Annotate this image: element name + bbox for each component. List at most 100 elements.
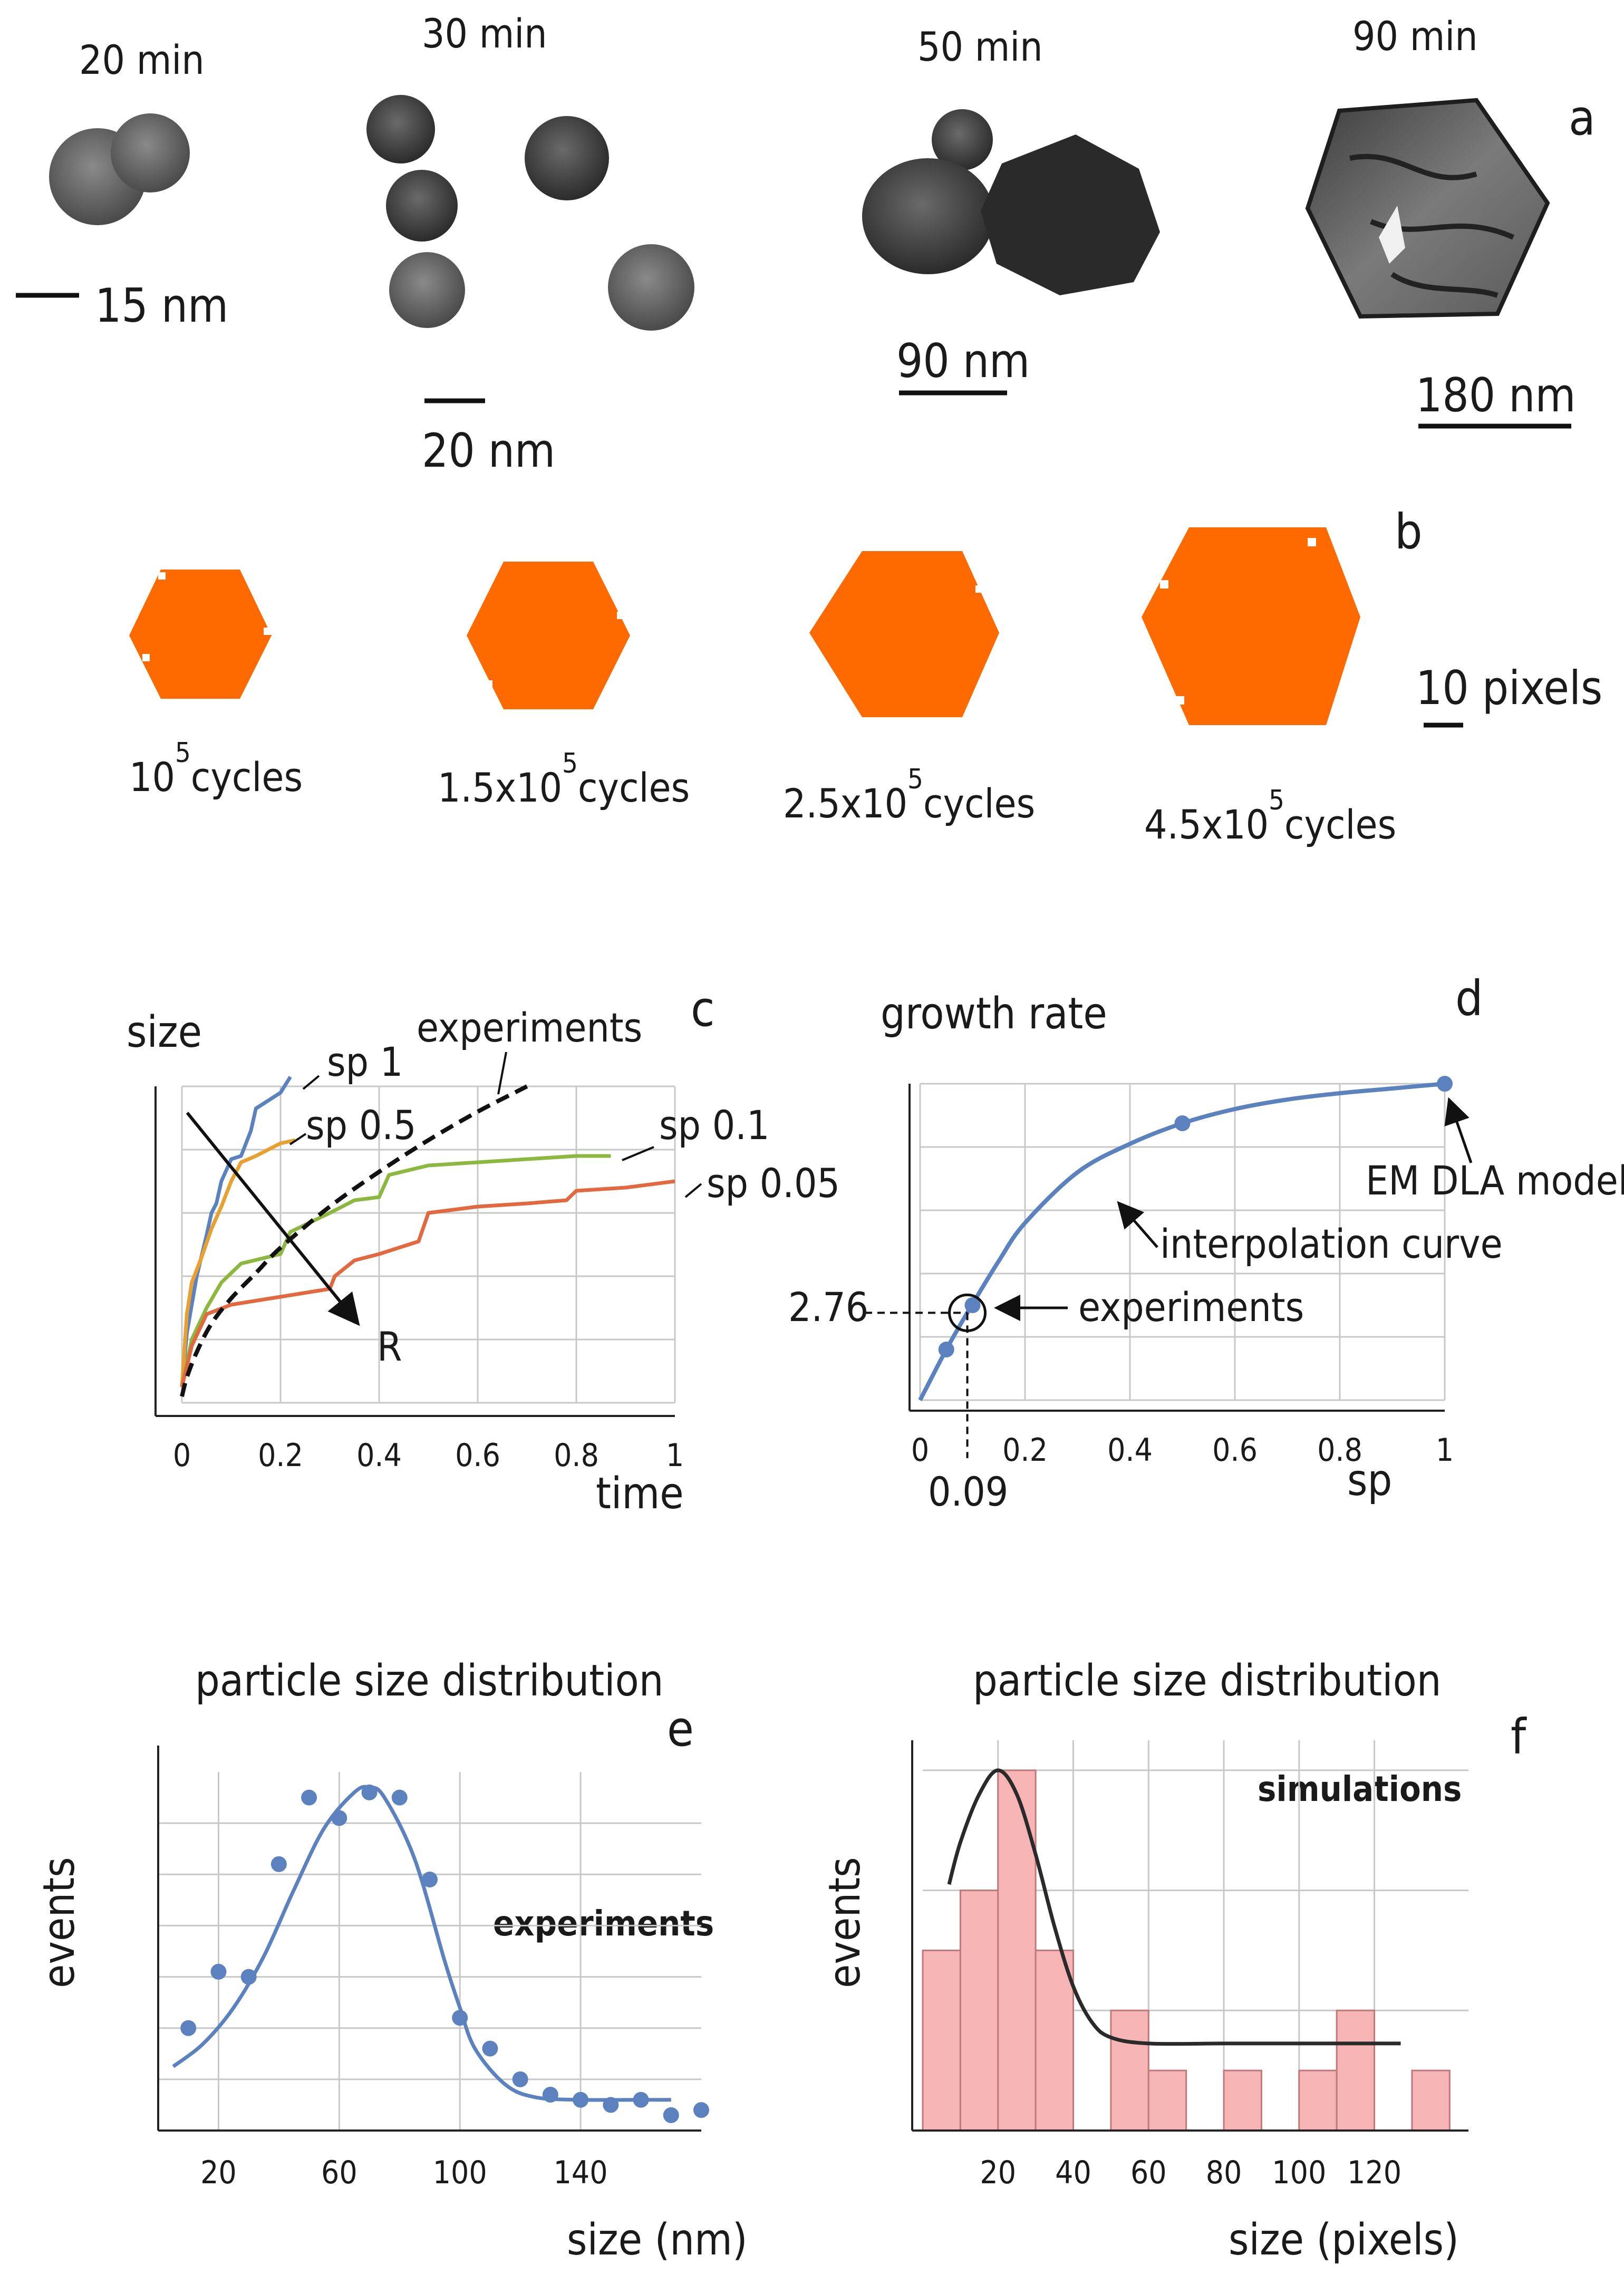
x-axis-label: time bbox=[596, 1469, 684, 1519]
tick-labels: 00.20.40.60.810246810 bbox=[911, 1432, 1454, 1469]
data-point bbox=[938, 1342, 954, 1357]
time-label-20: 20 min bbox=[79, 36, 205, 83]
leader-line bbox=[622, 1146, 654, 1161]
histogram-bar bbox=[997, 1769, 1037, 2132]
series-label-experiments: experiments bbox=[417, 1004, 642, 1051]
data-point bbox=[391, 1789, 408, 1806]
data-point bbox=[270, 1856, 287, 1872]
tick-labels: 20406080100120246 bbox=[980, 2154, 1401, 2191]
y-axis-label: size bbox=[127, 1007, 202, 1057]
pixel-noise bbox=[142, 538, 1316, 705]
data-point bbox=[964, 1297, 981, 1313]
chart-title: particle size distribution bbox=[195, 1656, 664, 1706]
simulated-particle bbox=[129, 570, 272, 699]
highlight-circle bbox=[948, 1293, 987, 1332]
y-axis-label: growth rate bbox=[881, 989, 1107, 1039]
nanoparticle-image bbox=[608, 244, 694, 331]
x-tick-label: 120 bbox=[1347, 2154, 1401, 2191]
x-axis-label: size (nm) bbox=[567, 2215, 748, 2265]
x-tick-label: 20 bbox=[200, 2154, 237, 2191]
panel-f: particle size distribution f size (pixel… bbox=[820, 1656, 1527, 2265]
time-label-30: 30 min bbox=[422, 10, 547, 57]
histogram-bar bbox=[1147, 2069, 1187, 2132]
data-point bbox=[542, 2087, 558, 2103]
data-point bbox=[633, 2092, 649, 2108]
panel-c: c size time 00.20.40.60.8100.20.40.60.81… bbox=[127, 981, 840, 1519]
x-tick-label: 0.6 bbox=[1212, 1432, 1258, 1469]
data-points bbox=[938, 1076, 1453, 1357]
tick-labels: 2060100140102030405060 bbox=[200, 2154, 608, 2191]
time-label-90: 90 min bbox=[1352, 13, 1478, 60]
tick-labels: 00.20.40.60.8100.20.40.60.81 bbox=[173, 1437, 684, 1474]
x-axis-label: size (pixels) bbox=[1229, 2215, 1459, 2265]
y-axis-label: events bbox=[820, 1857, 870, 1988]
scale-label-pixels: 10 pixels bbox=[1416, 661, 1602, 715]
panel-a: a 20 min 15 nm 30 min 20 nm 50 min 90 nm… bbox=[16, 10, 1596, 478]
data-point bbox=[482, 2040, 498, 2057]
x-tick-label: 60 bbox=[1130, 2154, 1167, 2191]
annotation-interpolation-curve: interpolation curve bbox=[1160, 1220, 1503, 1267]
x-tick-label: 100 bbox=[1272, 2154, 1326, 2191]
x-tick-label: 1 bbox=[666, 1437, 684, 1474]
nanoparticle-image bbox=[111, 113, 190, 192]
scale-label-15nm: 15 nm bbox=[95, 278, 228, 333]
x-tick-label: 0.8 bbox=[554, 1437, 599, 1474]
series-label-sp1: sp 1 bbox=[327, 1038, 403, 1085]
cycles-label: 105cycles bbox=[129, 737, 303, 801]
histogram-bar bbox=[1223, 2069, 1262, 2132]
histogram-bar bbox=[959, 1890, 999, 2132]
leader-line bbox=[497, 1052, 507, 1095]
data-point bbox=[693, 2102, 709, 2118]
data-point bbox=[603, 2097, 619, 2113]
series-line-experiments bbox=[180, 1084, 528, 1398]
series-lines bbox=[180, 1076, 675, 1398]
trend-arrow bbox=[186, 1112, 360, 1326]
x-tick-label: 0 bbox=[911, 1432, 929, 1469]
nanoparticle-image bbox=[981, 134, 1160, 295]
x-tick-label: 0.2 bbox=[1002, 1432, 1048, 1469]
crystal-texture bbox=[1379, 206, 1405, 264]
series-label-sp05: sp 0.5 bbox=[306, 1102, 416, 1149]
leader-line bbox=[684, 1183, 702, 1198]
series-line-sp005 bbox=[180, 1179, 675, 1387]
x-tick-label: 40 bbox=[1055, 2154, 1091, 2191]
panel-label-f: f bbox=[1511, 1709, 1527, 1765]
series-line-sp1 bbox=[180, 1076, 292, 1387]
arrow-label-r: R bbox=[377, 1323, 402, 1370]
panel-label-e: e bbox=[667, 1701, 694, 1757]
x-axis-label: sp bbox=[1347, 1456, 1392, 1506]
data-point bbox=[240, 1969, 257, 1985]
panel-label-a: a bbox=[1569, 90, 1596, 146]
axes bbox=[157, 1746, 701, 2132]
histogram-bar bbox=[922, 1949, 961, 2132]
simulated-particle bbox=[809, 551, 999, 717]
scale-label-180nm: 180 nm bbox=[1416, 368, 1576, 422]
fit-curve bbox=[172, 1785, 671, 2102]
annotation-arrow bbox=[1117, 1201, 1158, 1248]
annotation-simulations: simulations bbox=[1258, 1769, 1462, 1809]
x-tick-label: 0.6 bbox=[455, 1437, 500, 1474]
hexagonal-nanoparticle-image bbox=[1305, 98, 1550, 319]
histogram-bar bbox=[1336, 2009, 1376, 2132]
data-point bbox=[573, 2092, 589, 2108]
series-line-sp05 bbox=[180, 1138, 296, 1387]
x-tick-label: 20 bbox=[980, 2154, 1016, 2191]
data-point bbox=[361, 1784, 378, 1800]
cycles-label: 4.5x105cycles bbox=[1144, 785, 1396, 848]
series-line-sp01 bbox=[180, 1154, 611, 1387]
y-axis-label: events bbox=[34, 1857, 84, 1988]
data-point bbox=[1174, 1115, 1191, 1131]
grid bbox=[158, 1772, 701, 2131]
marked-x-value: 0.09 bbox=[928, 1468, 1008, 1515]
histogram-bar bbox=[1411, 2069, 1451, 2132]
leader-line bbox=[302, 1075, 320, 1090]
panel-d: d growth rate sp 00.20.40.60.810246810 e… bbox=[788, 970, 1624, 1515]
histogram-bar bbox=[1110, 2009, 1149, 2132]
x-tick-label: 0 bbox=[173, 1437, 191, 1474]
x-tick-label: 0.2 bbox=[258, 1437, 303, 1474]
data-point bbox=[663, 2107, 679, 2123]
series-label-sp01: sp 0.1 bbox=[659, 1102, 769, 1149]
nanoparticle-image bbox=[932, 109, 993, 170]
x-tick-label: 0.8 bbox=[1317, 1432, 1362, 1469]
